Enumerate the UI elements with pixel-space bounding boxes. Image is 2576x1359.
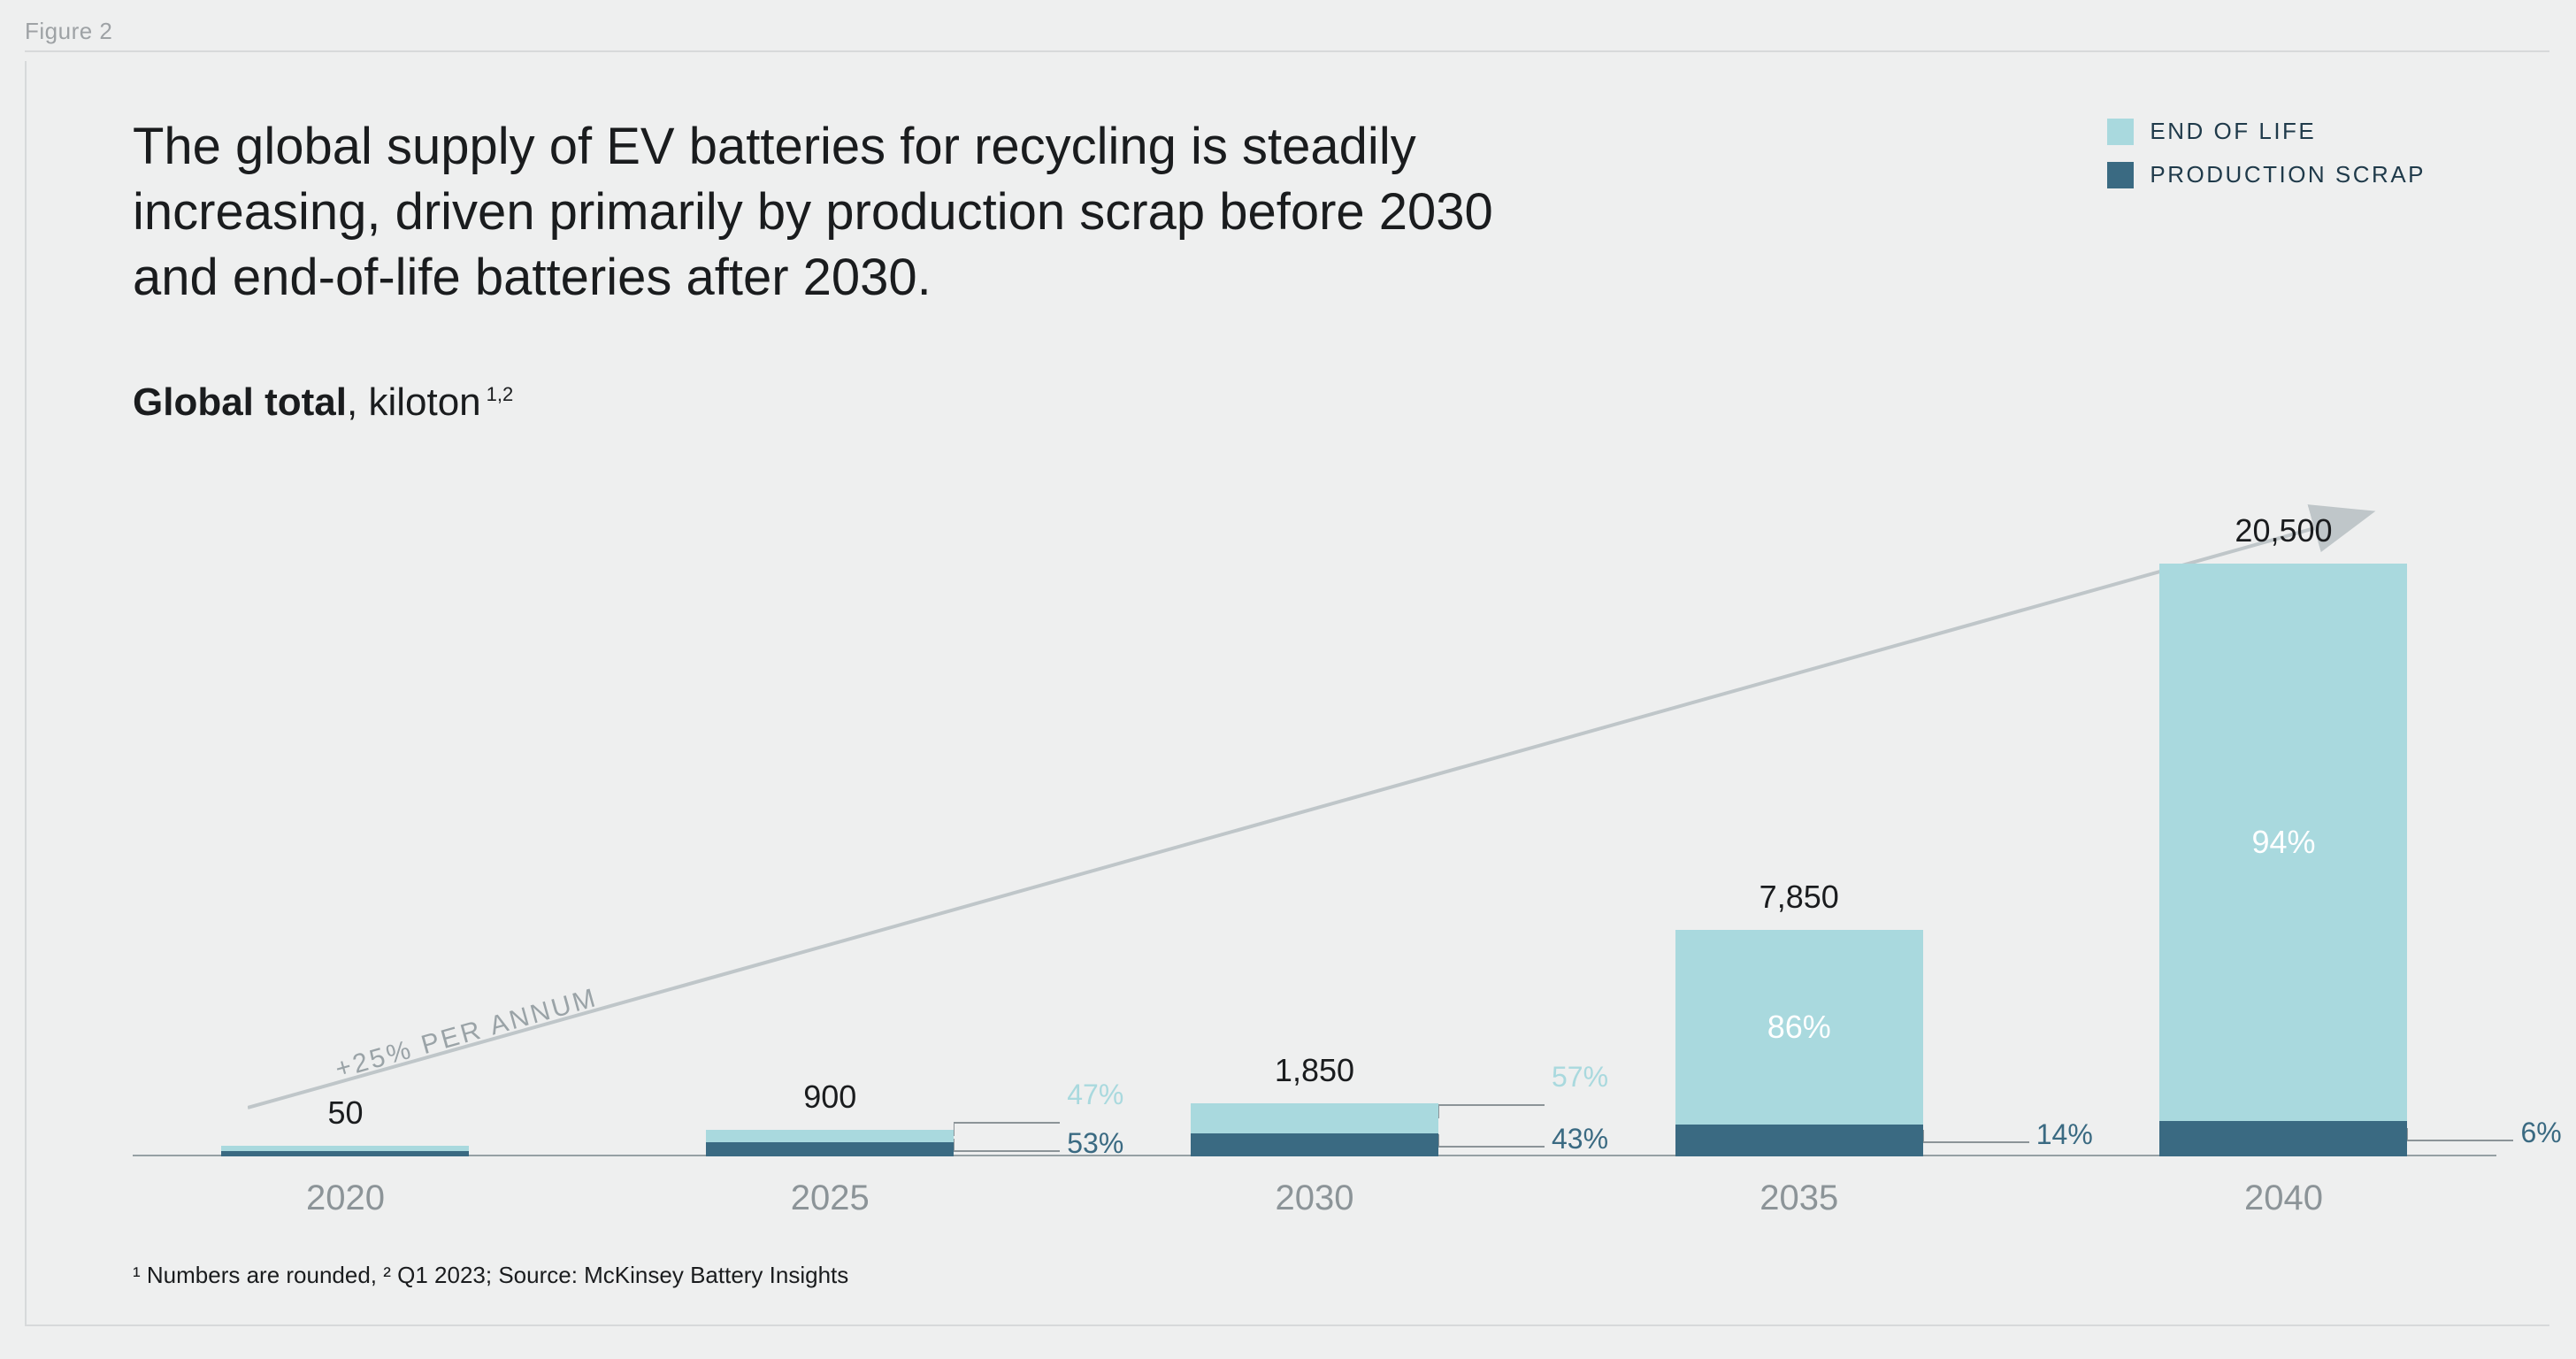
callout-scrap: 6% — [2520, 1117, 2561, 1149]
subtitle-sup: 1,2 — [487, 383, 514, 405]
bar-column: 20,50094%6% — [2071, 512, 2496, 1156]
bar-stack: 86% — [1675, 930, 1923, 1156]
bar-total-label: 1,850 — [1275, 1052, 1354, 1089]
bar-segment-end-of-life — [1191, 1103, 1438, 1133]
legend-swatch — [2107, 119, 2134, 145]
bar-column: 50 — [133, 1094, 558, 1156]
chart-area: +25% PER ANNUM 5090047%53%1,85057%43%7,8… — [133, 493, 2496, 1218]
bar-total-label: 50 — [327, 1094, 363, 1132]
bar-column: 90047%53% — [617, 1079, 1043, 1156]
year-label: 2030 — [1102, 1163, 1528, 1218]
bar-segment-production-scrap — [706, 1142, 954, 1156]
bar-column: 7,85086%14% — [1586, 879, 2012, 1156]
year-row: 2020 2025 2030 2035 2040 — [133, 1163, 2496, 1218]
bar-stack — [1191, 1103, 1438, 1156]
bar-stack — [221, 1146, 469, 1156]
segment-pct-label: 86% — [1767, 1009, 1831, 1046]
legend-label: END OF LIFE — [2150, 118, 2316, 145]
bar-segment-production-scrap — [1675, 1125, 1923, 1156]
bar-group: 5090047%53%1,85057%43%7,85086%14%20,5009… — [133, 493, 2496, 1156]
year-label: 2020 — [133, 1163, 558, 1218]
legend-item: PRODUCTION SCRAP — [2107, 161, 2426, 188]
legend-swatch — [2107, 162, 2134, 188]
footnote: ¹ Numbers are rounded, ² Q1 2023; Source… — [133, 1262, 848, 1289]
bar-total-label: 20,500 — [2235, 512, 2332, 549]
bar-segment-production-scrap — [2159, 1121, 2407, 1156]
bar-segment-end-of-life: 94% — [2159, 564, 2407, 1121]
chart-panel: The global supply of EV batteries for re… — [25, 61, 2549, 1326]
bar-total-label: 7,850 — [1760, 879, 1839, 916]
top-rule — [25, 50, 2549, 52]
segment-pct-label: 94% — [2251, 824, 2315, 861]
chart-title: The global supply of EV batteries for re… — [133, 114, 1513, 311]
year-label: 2035 — [1586, 1163, 2012, 1218]
legend: END OF LIFE PRODUCTION SCRAP — [2107, 118, 2426, 204]
legend-label: PRODUCTION SCRAP — [2150, 161, 2426, 188]
bar-segment-production-scrap — [1191, 1133, 1438, 1156]
subtitle-bold: Global total — [133, 380, 347, 424]
year-label: 2040 — [2071, 1163, 2496, 1218]
figure-label: Figure 2 — [25, 18, 2549, 45]
bar-segment-end-of-life — [706, 1130, 954, 1142]
bar-column: 1,85057%43% — [1102, 1052, 1528, 1156]
bar-segment-end-of-life: 86% — [1675, 930, 1923, 1125]
year-label: 2025 — [617, 1163, 1043, 1218]
chart-subtitle: Global total, kiloton 1,2 — [133, 380, 2496, 425]
bar-total-label: 900 — [803, 1079, 856, 1116]
legend-item: END OF LIFE — [2107, 118, 2426, 145]
subtitle-rest: , kiloton — [347, 380, 481, 424]
bar-segment-production-scrap — [221, 1151, 469, 1156]
bar-stack: 94% — [2159, 564, 2407, 1156]
bar-stack — [706, 1130, 954, 1156]
